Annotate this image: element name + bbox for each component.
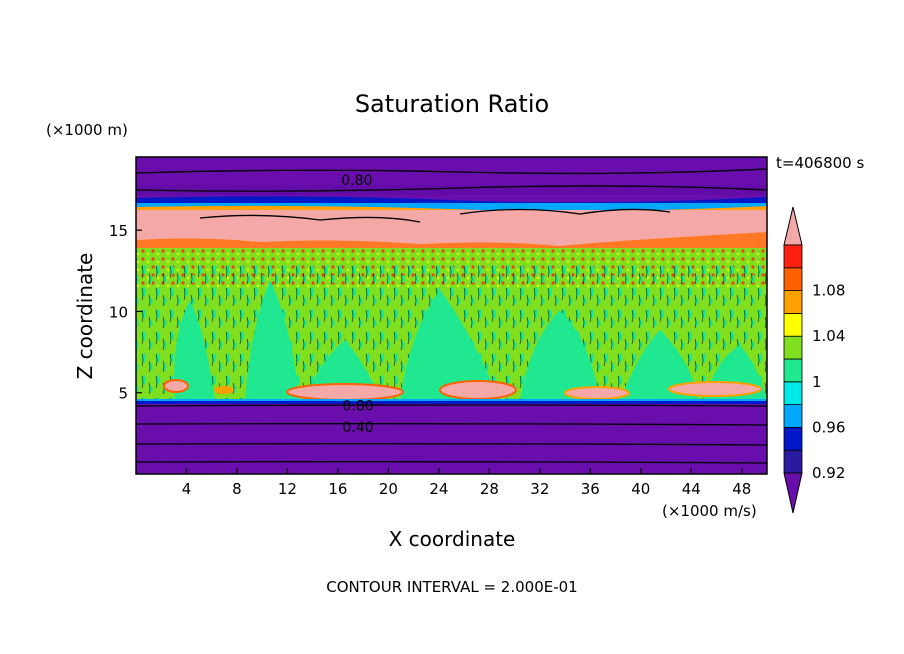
colorbar-swatch (783, 381, 803, 405)
y-tick-label: 15 (109, 222, 128, 240)
dry-lower-region (136, 404, 767, 474)
y-tick-label: 5 (118, 385, 128, 403)
plot-frame (135, 156, 768, 475)
colorbar-tick-label: 1.08 (812, 282, 845, 300)
x-tick-label: 36 (581, 480, 600, 498)
colorbar-swatch (783, 335, 803, 360)
contour-label: 0.40 (343, 420, 374, 436)
x-axis-label: X coordinate (389, 527, 516, 551)
chart-title: Saturation Ratio (355, 90, 549, 118)
colorbar-tick-label: 1 (812, 373, 822, 391)
colorbar-swatch (783, 244, 803, 269)
colorbar-swatch (783, 404, 803, 428)
colorbar-bottom-arrow (783, 472, 803, 514)
x-tick-label: 16 (328, 480, 347, 498)
colorbar-swatch (783, 267, 803, 291)
contour-label: 0.80 (341, 173, 372, 189)
x-tick-label: 12 (278, 480, 297, 498)
y-tick-label: 10 (109, 303, 128, 321)
colorbar-swatch (783, 449, 803, 474)
x-tick-label: 28 (480, 480, 499, 498)
colorbar-swatch (783, 426, 803, 451)
y-axis: 5 10 15 (109, 222, 142, 403)
colorbar-tick-label: 0.92 (812, 464, 845, 482)
y-axis-label: Z coordinate (73, 253, 97, 380)
colorbar-swatch (783, 358, 803, 383)
colorbar-swatch (783, 312, 803, 337)
x-tick-label: 40 (631, 480, 650, 498)
colorbar-top-arrow (783, 206, 803, 246)
x-tick-label: 32 (530, 480, 549, 498)
contour-label: 0.80 (343, 399, 374, 415)
colorbar-swatch (783, 290, 803, 314)
heatmap-field (136, 157, 767, 474)
contour-interval-footer: CONTOUR INTERVAL = 2.000E-01 (326, 578, 577, 596)
cloud-top-band (136, 210, 767, 246)
contour-labels: 0.80 0.80 0.40 (341, 173, 374, 436)
colorbar: 0.92 0.96 1 1.04 1.08 (783, 206, 845, 514)
time-label: t=406800 s (776, 154, 864, 172)
x-tick-label: 48 (732, 480, 751, 498)
colorbar-tick-label: 0.96 (812, 418, 845, 436)
x-unit-label: (×1000 m/s) (662, 502, 757, 520)
x-tick-label: 44 (682, 480, 701, 498)
x-axis: 4 8 12 16 20 24 28 32 36 40 44 48 (182, 468, 751, 498)
x-tick-label: 24 (429, 480, 448, 498)
x-tick-label: 20 (379, 480, 398, 498)
y-unit-label: (×1000 m) (46, 121, 128, 139)
colorbar-tick-label: 1.04 (812, 327, 845, 345)
x-tick-label: 4 (182, 480, 192, 498)
x-tick-label: 8 (232, 480, 242, 498)
